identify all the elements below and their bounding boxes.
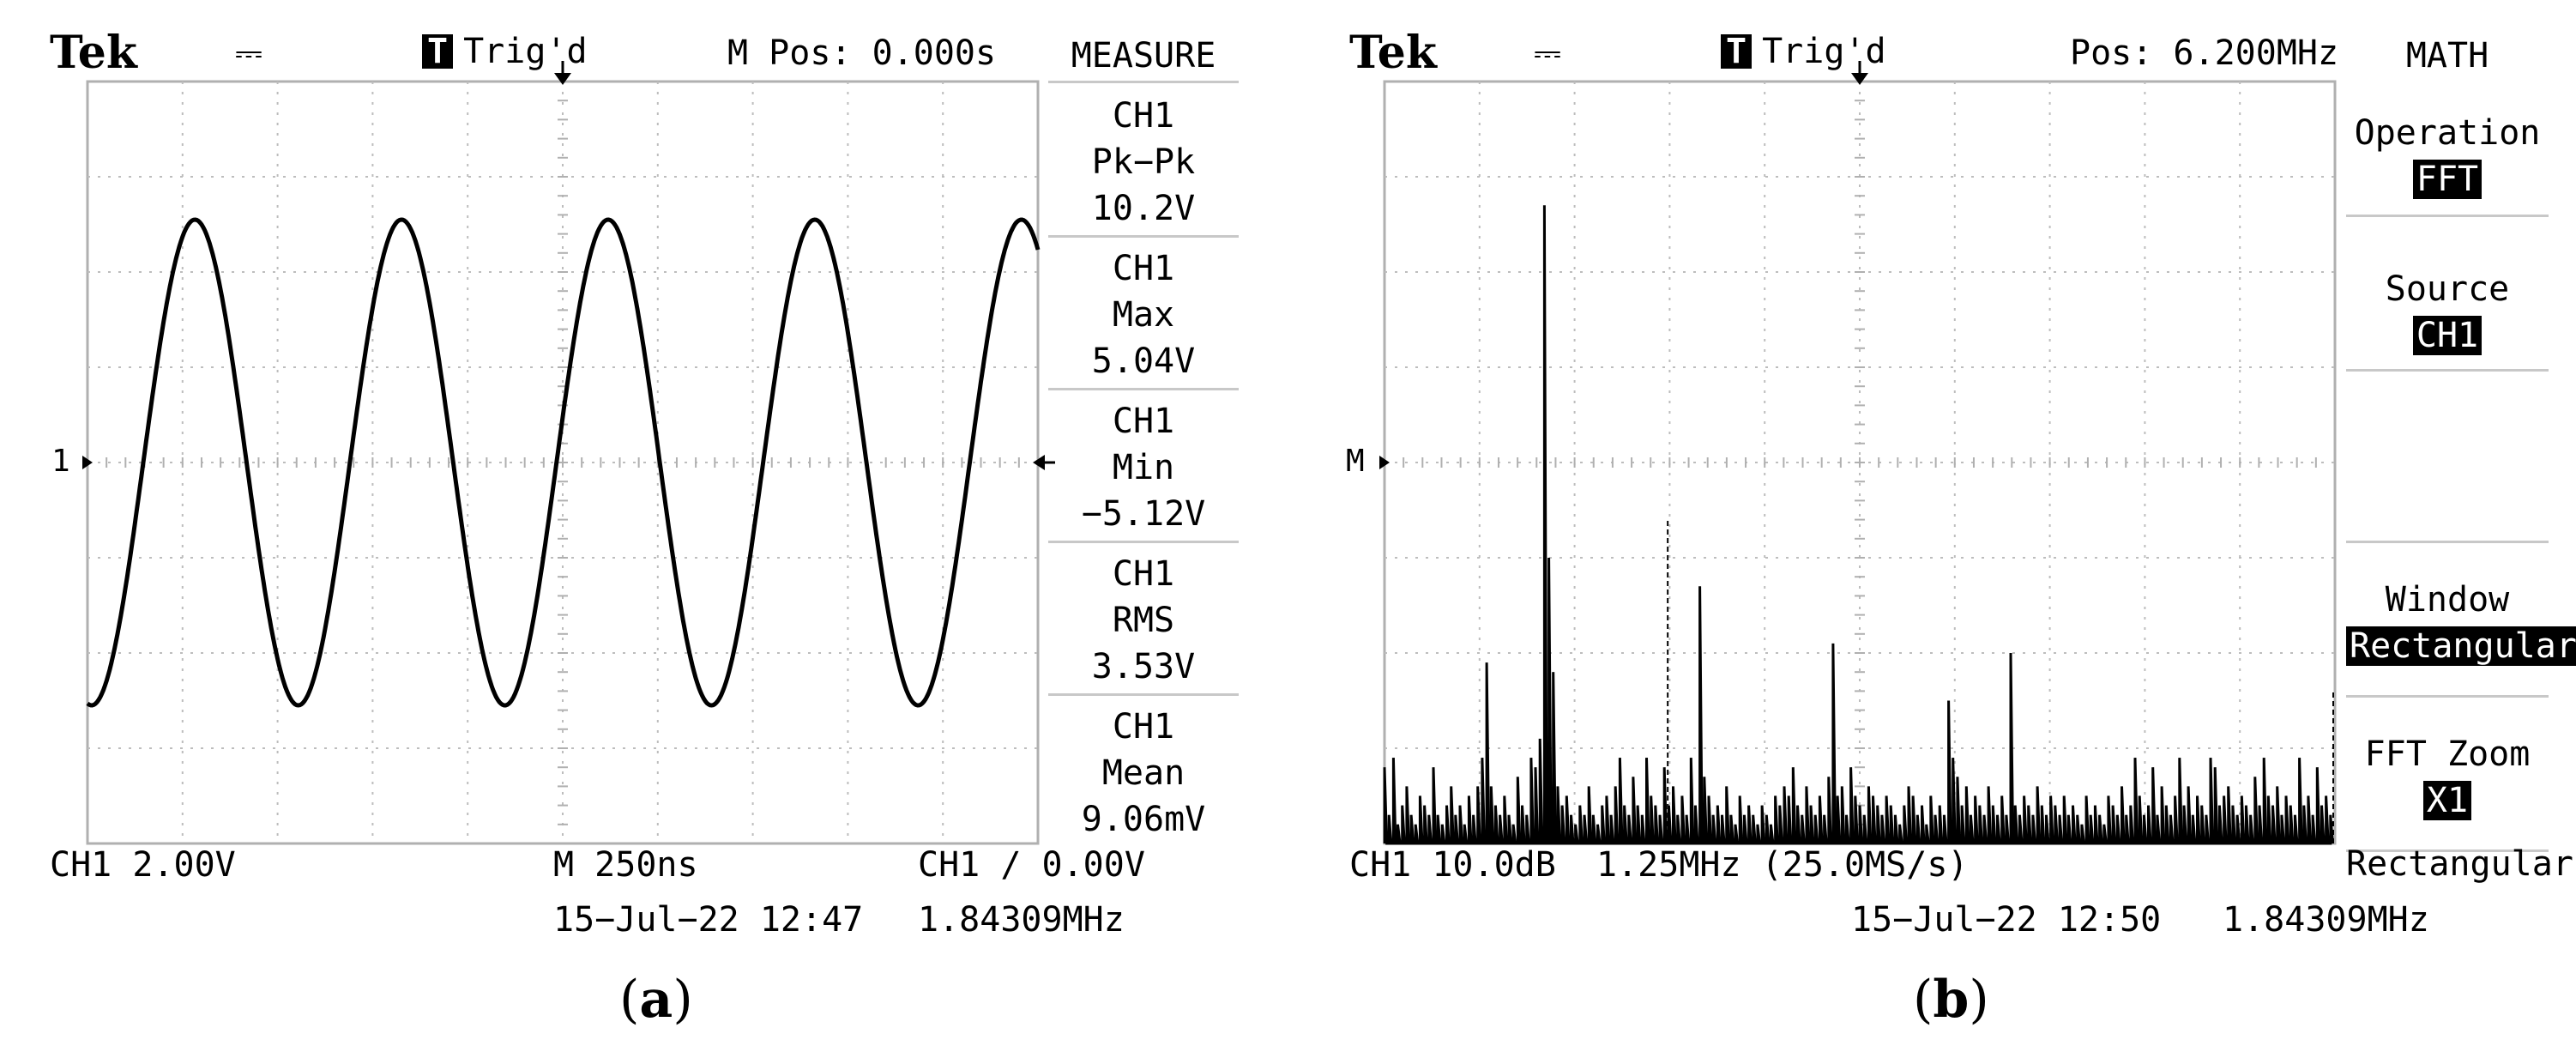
math-option-value-highlight: FFT <box>2412 160 2482 199</box>
math-menu-option[interactable]: Window Rectangular <box>2346 577 2576 680</box>
measurement-channel: CH1 <box>1112 402 1175 441</box>
measurement-slot[interactable]: CH1 Max 5.04V <box>1048 240 1239 386</box>
trigger-badge: T <box>1721 34 1753 69</box>
math-menu-option[interactable]: Source CH1 <box>2346 266 2549 369</box>
caption-label: a <box>639 970 673 1030</box>
menu-divider <box>2346 215 2549 217</box>
ch1-waveform <box>86 217 1041 708</box>
math-option-label: Operation <box>2354 113 2541 153</box>
math-option-value-highlight: X1 <box>2422 781 2472 820</box>
measurement-name: Max <box>1112 295 1175 335</box>
fft-spectrum <box>1383 205 2334 845</box>
trigger-position-icon <box>554 73 571 85</box>
trigger-setting: CH1 ∕ 0.00V <box>918 845 1145 885</box>
menu-divider <box>1048 235 1239 238</box>
math-option-value: Rectangular <box>2346 623 2576 669</box>
measurement-name: Mean <box>1101 753 1185 793</box>
panel-caption: (b) <box>1913 970 1989 1030</box>
measurement-channel: CH1 <box>1112 554 1175 594</box>
frequency-readout: 1.84309MHz <box>2223 900 2429 940</box>
measurement-value: −5.12V <box>1081 494 1206 534</box>
channel-scale: CH1 10.0dB <box>1349 845 1556 885</box>
measurement-channel: CH1 <box>1112 96 1175 136</box>
math-option-value-highlight: CH1 <box>2412 316 2482 355</box>
menu-title: MEASURE <box>1071 36 1216 76</box>
measurement-slot[interactable]: CH1 RMS 3.53V <box>1048 546 1239 692</box>
math-option-label: FFT Zoom <box>2364 735 2531 774</box>
datetime: 15−Jul−22 12:50 <box>1851 900 2162 940</box>
trigger-badge: T <box>422 34 454 69</box>
measurement-value: 9.06mV <box>1081 800 1206 839</box>
math-option-value: FFT <box>2346 156 2549 203</box>
measurement-name: RMS <box>1112 601 1175 640</box>
math-option-value: X1 <box>2346 777 2549 824</box>
measurement-value: 3.53V <box>1091 647 1196 686</box>
trigger-status-text: Trig'd <box>463 32 588 71</box>
measurement-name: Min <box>1112 448 1175 487</box>
menu-footer: Rectangular <box>2346 844 2573 884</box>
math-level-icon <box>1379 456 1390 469</box>
caption-label: b <box>1933 970 1970 1030</box>
channel-scale: CH1 2.00V <box>50 845 236 885</box>
menu-divider <box>2346 369 2549 372</box>
measurement-name: Pk−Pk <box>1091 142 1196 182</box>
position-readout: Pos: 6.200MHz <box>2070 33 2339 73</box>
math-option-value: CH1 <box>2346 312 2549 359</box>
acquisition-icon: ⎓ <box>1534 33 1561 73</box>
position-readout: M Pos: 0.000s <box>727 33 997 73</box>
fft-span: 1.25MHz (25.0MS/s) <box>1596 845 1969 885</box>
panel-a-time-domain: Tek ⎓ T Trig'd M Pos: 0.000s 1 MEASURE CH… <box>0 0 1287 1058</box>
math-menu-option[interactable]: Operation FFT <box>2346 110 2549 213</box>
trigger-status: T Trig'd <box>1721 34 1886 69</box>
channel-marker: 1 <box>51 444 70 479</box>
brand-logo: Tek <box>1349 27 1437 79</box>
measurement-value: 10.2V <box>1091 189 1196 228</box>
trigger-position-icon <box>1851 73 1868 85</box>
brand-logo: Tek <box>50 27 137 79</box>
menu-divider <box>2346 541 2549 543</box>
menu-divider <box>1048 81 1239 83</box>
math-option-label: Window <box>2385 580 2510 620</box>
graticule <box>86 80 1040 845</box>
panel-b-fft: Tek ⎓ T Trig'd Pos: 6.200MHz M MATH Opera… <box>1289 0 2576 1058</box>
frequency-readout: 1.84309MHz <box>918 900 1125 940</box>
graticule <box>1383 80 2337 845</box>
measurement-channel: CH1 <box>1112 249 1175 288</box>
math-menu: MATH Operation FFT Source CH1 Window Rectangu… <box>2346 26 2576 884</box>
measurement-channel: CH1 <box>1112 707 1175 747</box>
measurement-slot[interactable]: CH1 Min −5.12V <box>1048 393 1239 539</box>
panel-caption: (a) <box>619 970 693 1030</box>
trigger-level-icon <box>1033 455 1045 470</box>
menu-title: MATH <box>2405 36 2489 76</box>
math-option-value-highlight: Rectangular <box>2346 626 2576 666</box>
math-option-label: Source <box>2385 269 2510 309</box>
trigger-status: T Trig'd <box>422 34 588 69</box>
menu-divider <box>1048 388 1239 390</box>
measurement-value: 5.04V <box>1091 342 1196 381</box>
measurement-slot[interactable]: CH1 Mean 9.06mV <box>1048 698 1239 844</box>
trigger-status-text: Trig'd <box>1762 32 1886 71</box>
acquisition-icon: ⎓ <box>235 33 262 73</box>
oscilloscope-screen-a <box>82 61 1055 845</box>
math-menu-option[interactable]: FFT Zoom X1 <box>2346 731 2549 834</box>
datetime: 15−Jul−22 12:47 <box>553 900 864 940</box>
menu-divider <box>2346 849 2549 852</box>
oscilloscope-screen-b <box>1379 61 2337 845</box>
menu-divider <box>1048 693 1239 696</box>
timebase: M 250ns <box>553 845 698 885</box>
ground-level-icon <box>82 456 93 469</box>
math-marker: M <box>1346 444 1365 479</box>
measurement-slot[interactable]: CH1 Pk−Pk 10.2V <box>1048 88 1239 233</box>
menu-divider <box>1048 541 1239 543</box>
measure-menu: MEASURE CH1 Pk−Pk 10.2V CH1 Max 5.04V CH1 Min −5… <box>1048 26 1239 849</box>
menu-divider <box>2346 695 2549 698</box>
